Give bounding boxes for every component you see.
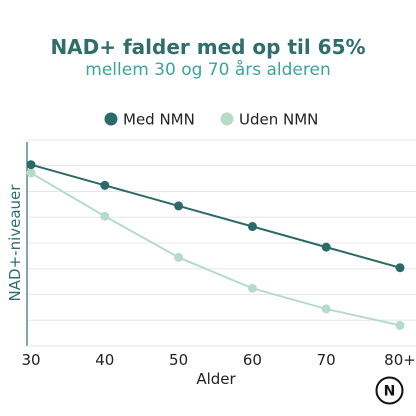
brand-logo: N bbox=[375, 376, 404, 405]
x-tick-label: 70 bbox=[317, 351, 336, 369]
legend-marker bbox=[104, 112, 118, 126]
data-point bbox=[321, 242, 331, 252]
x-tick-label: 80+ bbox=[384, 351, 416, 369]
series-layer bbox=[26, 160, 405, 330]
x-tick-label: 40 bbox=[95, 351, 114, 369]
chart-title: NAD+ falder med op til 65% bbox=[50, 35, 366, 59]
x-tick-label: 60 bbox=[243, 351, 262, 369]
data-point bbox=[395, 263, 405, 273]
legend-label: Uden NMN bbox=[239, 111, 318, 129]
series-line bbox=[30, 172, 401, 327]
legend-marker bbox=[220, 112, 234, 126]
data-point bbox=[247, 283, 257, 293]
series-line bbox=[30, 163, 401, 269]
data-point bbox=[247, 222, 257, 232]
series-group bbox=[26, 168, 405, 330]
data-point bbox=[174, 201, 184, 211]
data-point bbox=[26, 168, 36, 178]
data-point bbox=[321, 304, 331, 314]
series-group bbox=[26, 160, 405, 273]
y-axis-label: NAD+-niveauer bbox=[6, 184, 24, 302]
chart-subtitle: mellem 30 og 70 års alderen bbox=[85, 60, 331, 80]
x-tick-label: 50 bbox=[169, 351, 188, 369]
data-point bbox=[100, 180, 110, 190]
x-axis-label: Alder bbox=[196, 370, 236, 388]
data-point bbox=[395, 320, 405, 330]
legend: Med NMN Uden NMN bbox=[104, 111, 318, 129]
x-tick-labels: 30 40 50 60 70 80+ bbox=[21, 351, 415, 369]
logo-letter: N bbox=[384, 384, 396, 400]
x-tick-label: 30 bbox=[21, 351, 40, 369]
data-point bbox=[26, 160, 36, 170]
legend-label: Med NMN bbox=[123, 111, 195, 129]
data-point bbox=[174, 252, 184, 262]
data-point bbox=[100, 211, 110, 221]
